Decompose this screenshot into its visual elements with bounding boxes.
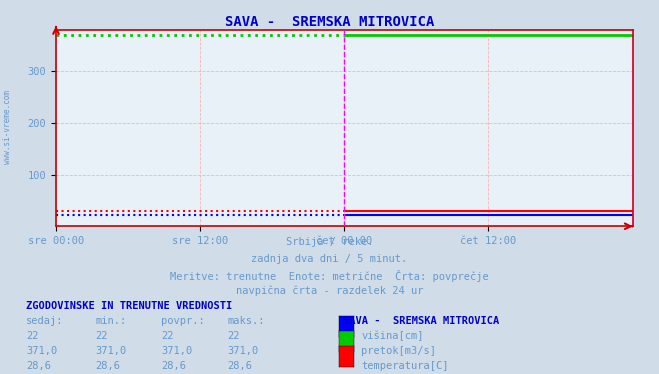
Text: 22: 22 [161,331,174,341]
Text: 371,0: 371,0 [26,346,57,356]
Text: 371,0: 371,0 [227,346,258,356]
Text: 371,0: 371,0 [96,346,127,356]
Text: povpr.:: povpr.: [161,316,205,326]
Text: SAVA -  SREMSKA MITROVICA: SAVA - SREMSKA MITROVICA [343,316,499,326]
Text: 22: 22 [227,331,240,341]
Text: min.:: min.: [96,316,127,326]
Text: temperatura[C]: temperatura[C] [361,361,449,371]
Text: 28,6: 28,6 [227,361,252,371]
Text: 28,6: 28,6 [26,361,51,371]
Text: www.si-vreme.com: www.si-vreme.com [3,90,13,164]
Text: navpična črta - razdelek 24 ur: navpična črta - razdelek 24 ur [236,286,423,297]
Text: 22: 22 [96,331,108,341]
Text: Srbija / reke.: Srbija / reke. [286,237,373,248]
Text: zadnja dva dni / 5 minut.: zadnja dva dni / 5 minut. [251,254,408,264]
Text: 22: 22 [26,331,39,341]
Text: pretok[m3/s]: pretok[m3/s] [361,346,436,356]
Text: sedaj:: sedaj: [26,316,64,326]
Text: Meritve: trenutne  Enote: metrične  Črta: povprečje: Meritve: trenutne Enote: metrične Črta: … [170,270,489,282]
Text: 28,6: 28,6 [96,361,121,371]
Text: SAVA -  SREMSKA MITROVICA: SAVA - SREMSKA MITROVICA [225,15,434,29]
Text: 371,0: 371,0 [161,346,192,356]
Text: 28,6: 28,6 [161,361,186,371]
Text: višina[cm]: višina[cm] [361,331,424,341]
Text: maks.:: maks.: [227,316,265,326]
Text: ZGODOVINSKE IN TRENUTNE VREDNOSTI: ZGODOVINSKE IN TRENUTNE VREDNOSTI [26,301,233,311]
